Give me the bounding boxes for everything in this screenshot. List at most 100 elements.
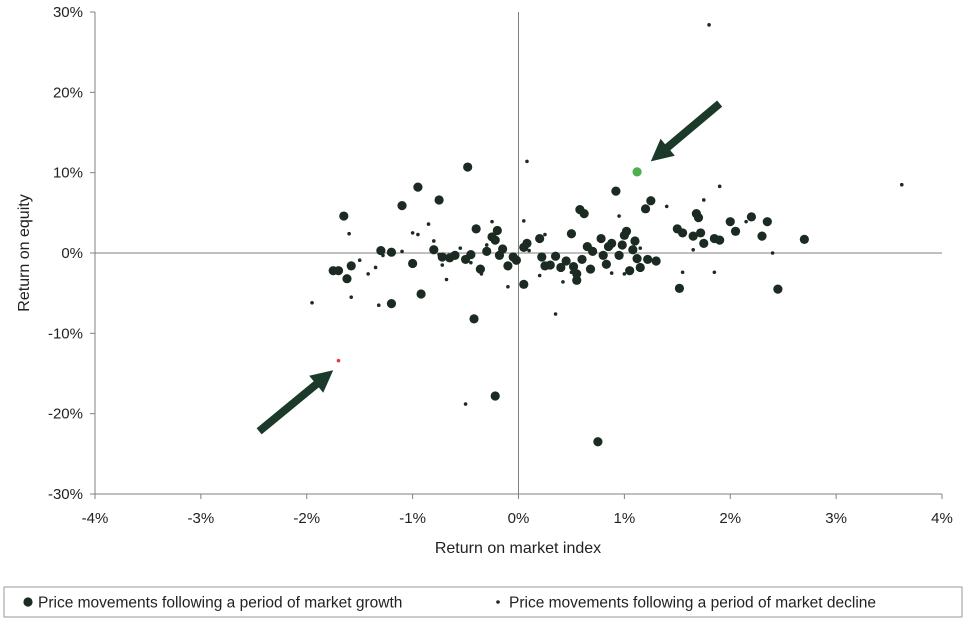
data-point-growth <box>408 258 418 269</box>
data-point-decline <box>381 253 385 258</box>
data-point-growth <box>413 182 423 192</box>
data-point-growth <box>566 229 577 239</box>
data-point-growth <box>522 238 532 248</box>
x-axis-title: Return on market index <box>435 540 601 557</box>
data-point-decline <box>707 23 711 27</box>
data-point-decline <box>537 273 542 278</box>
legend-marker-growth <box>23 597 33 607</box>
highlight-point-0 <box>632 167 642 177</box>
highlight-point-1 <box>336 358 341 363</box>
data-point-decline <box>400 249 404 254</box>
legend-marker-decline <box>496 600 500 604</box>
data-point-decline <box>410 231 415 235</box>
data-point-growth <box>746 212 757 222</box>
y-tick-label: -10% <box>48 325 83 342</box>
data-point-growth <box>550 251 561 261</box>
data-point-growth <box>376 245 386 256</box>
data-point-growth <box>519 279 529 289</box>
data-point-growth <box>503 261 513 271</box>
data-point-growth <box>572 269 582 279</box>
data-point-growth <box>386 247 397 257</box>
data-point-growth <box>630 236 640 246</box>
data-point-decline <box>310 301 314 305</box>
data-point-growth <box>492 225 502 236</box>
data-point-decline <box>366 272 370 276</box>
data-point-growth <box>699 238 709 248</box>
data-point-growth <box>568 262 579 272</box>
data-point-growth <box>762 217 772 227</box>
data-point-growth <box>346 261 356 271</box>
data-point-growth <box>621 226 632 236</box>
data-point-growth <box>607 238 617 248</box>
data-point-growth <box>511 255 521 265</box>
data-point-decline <box>484 243 489 247</box>
data-points <box>310 23 904 447</box>
data-point-decline <box>416 232 420 237</box>
data-point-growth <box>545 260 555 270</box>
data-point-growth <box>646 196 656 206</box>
data-point-growth <box>537 252 547 262</box>
data-point-growth <box>469 314 479 324</box>
data-point-growth <box>635 262 645 273</box>
data-point-growth <box>577 254 587 265</box>
data-point-decline <box>561 280 565 284</box>
y-tick-label: 10% <box>53 165 83 182</box>
data-point-decline <box>376 303 381 308</box>
data-point-growth <box>333 266 344 276</box>
data-point-growth <box>799 234 809 244</box>
data-point-decline <box>899 182 904 187</box>
y-axis-ticks: -30% -20% -10% 0% 10% 20% 30% <box>48 4 95 503</box>
x-tick-label: -3% <box>188 510 215 527</box>
x-axis-ticks: -4% -3% -2% -1% 0% 1% 2% 3% 4% <box>82 494 953 527</box>
data-point-decline <box>638 246 643 250</box>
data-point-decline <box>357 258 362 263</box>
data-point-decline <box>426 222 431 226</box>
data-point-growth <box>416 289 426 299</box>
data-point-decline <box>479 272 484 276</box>
x-tick-label: 2% <box>719 510 741 527</box>
data-point-growth <box>674 283 685 293</box>
data-point-growth <box>643 254 653 265</box>
data-point-decline <box>717 184 722 189</box>
x-tick-label: 1% <box>614 510 636 527</box>
data-point-growth <box>632 254 642 264</box>
data-point-growth <box>601 259 611 269</box>
y-tick-label: 0% <box>61 245 83 262</box>
data-point-decline <box>444 277 449 282</box>
data-point-growth <box>678 228 688 238</box>
data-point-decline <box>373 265 378 270</box>
annotation-arrow-1 <box>256 370 334 435</box>
data-point-growth <box>482 246 492 256</box>
data-point-decline <box>527 248 531 253</box>
data-point-growth <box>450 250 460 261</box>
data-point-decline <box>622 272 627 276</box>
data-point-growth <box>572 275 582 285</box>
x-tick-label: 4% <box>931 510 953 527</box>
legend-label-growth: Price movements following a period of ma… <box>38 595 402 612</box>
data-point-growth <box>614 250 624 261</box>
data-point-growth <box>463 162 473 172</box>
data-point-decline <box>680 270 685 275</box>
x-tick-label: 0% <box>508 510 530 527</box>
data-point-growth <box>561 256 571 266</box>
data-point-decline <box>525 159 529 164</box>
data-point-decline <box>744 219 748 224</box>
y-tick-label: -30% <box>48 486 83 503</box>
data-point-decline <box>506 284 510 289</box>
data-point-growth <box>693 213 704 223</box>
x-tick-label: -4% <box>82 510 109 527</box>
data-point-growth <box>429 245 439 255</box>
data-point-decline <box>463 402 468 406</box>
data-point-decline <box>437 252 441 257</box>
data-point-growth <box>725 217 735 227</box>
data-point-growth <box>588 246 598 256</box>
plot-area: -4% -3% -2% -1% 0% 1% 2% 3% 4% -30% -20% -10% 0% 10%… <box>48 4 953 527</box>
data-point-growth <box>688 231 698 241</box>
data-point-decline <box>553 312 558 316</box>
data-point-growth <box>696 228 706 238</box>
data-point-decline <box>701 198 706 202</box>
data-point-decline <box>432 239 436 243</box>
data-point-decline <box>712 270 717 275</box>
data-point-decline <box>469 260 473 265</box>
